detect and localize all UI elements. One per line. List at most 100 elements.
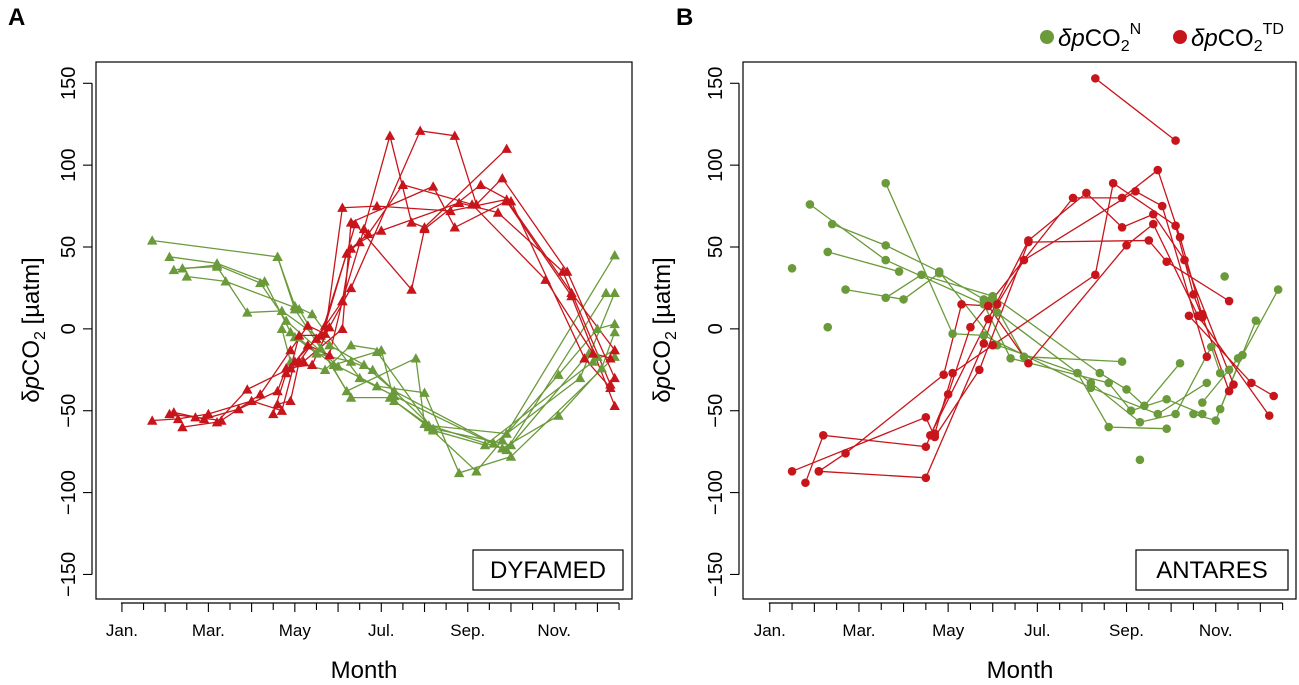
data-point-thermodynamic — [921, 412, 931, 422]
data-point-natural — [505, 439, 517, 450]
series-line-natural — [182, 265, 616, 445]
data-point-thermodynamic — [1148, 209, 1158, 219]
data-point-thermodynamic — [1175, 232, 1185, 242]
legend-td-prefix: δ — [1191, 25, 1205, 52]
data-point-thermodynamic — [1117, 193, 1127, 203]
data-point-thermodynamic — [814, 466, 824, 476]
data-point-natural — [371, 380, 383, 391]
data-point-thermodynamic — [211, 416, 223, 427]
data-point-natural — [1135, 455, 1145, 465]
data-point-natural — [881, 255, 891, 265]
y-tick-label-b: 0 — [705, 323, 727, 334]
axes-a: Jan. Mar. May Jul. Sep. Nov. −150 −100 −50 0 50 100… — [58, 67, 620, 640]
legend-natural-base: CO — [1085, 25, 1121, 52]
data-point-natural — [168, 264, 180, 275]
data-point-natural — [574, 372, 586, 383]
data-point-natural — [1171, 409, 1180, 419]
x-tick-label-b: May — [932, 621, 965, 640]
legend-td-sup: TD — [1263, 21, 1284, 38]
data-point-thermodynamic — [449, 130, 460, 140]
data-point-thermodynamic — [475, 179, 486, 189]
data-point-thermodynamic — [242, 384, 253, 394]
legend-marker-natural — [1040, 30, 1054, 44]
data-point-thermodynamic — [1108, 178, 1118, 188]
x-tick-label-b: Jan. — [754, 621, 786, 640]
data-point-thermodynamic — [557, 266, 569, 276]
data-point-natural — [553, 369, 564, 379]
data-point-thermodynamic — [293, 330, 305, 340]
data-point-natural — [410, 353, 422, 363]
data-point-thermodynamic — [939, 370, 948, 380]
y-tick-label-b: 50 — [705, 236, 727, 258]
data-point-natural — [1122, 385, 1131, 394]
data-point-thermodynamic — [818, 430, 828, 440]
data-point-thermodynamic — [1091, 270, 1100, 280]
data-point-natural — [1019, 352, 1029, 361]
data-point-thermodynamic — [605, 353, 616, 363]
data-point-natural — [255, 277, 266, 288]
data-point-thermodynamic — [492, 207, 504, 217]
legend-natural-italic: p — [1070, 25, 1084, 52]
data-point-natural — [367, 364, 378, 374]
data-point-thermodynamic — [1247, 378, 1256, 388]
data-point-thermodynamic — [501, 143, 512, 153]
data-point-thermodynamic — [268, 408, 279, 419]
data-point-thermodynamic — [983, 301, 993, 311]
data-point-natural — [177, 263, 188, 273]
series-line-thermodynamic — [934, 182, 1203, 434]
data-point-natural — [471, 466, 482, 476]
data-point-thermodynamic — [324, 349, 335, 360]
series-line-thermodynamic — [818, 190, 1208, 479]
legend-td-italic: p — [1203, 25, 1217, 52]
data-point-thermodynamic — [1180, 255, 1189, 265]
data-point-natural — [894, 267, 904, 276]
plot-frame-b — [742, 61, 1297, 600]
data-point-natural — [1104, 422, 1113, 432]
data-point-natural — [306, 308, 318, 319]
data-point-natural — [311, 348, 322, 358]
data-point-natural — [1202, 378, 1212, 388]
legend-label-natural: δpCO2N — [1058, 21, 1141, 55]
data-point-thermodynamic — [1122, 241, 1131, 250]
data-point-natural — [319, 364, 331, 374]
data-point-thermodynamic — [302, 340, 314, 350]
data-point-thermodynamic — [276, 405, 288, 415]
data-point-natural — [979, 331, 989, 340]
data-point-thermodynamic — [966, 322, 975, 332]
data-point-natural — [1215, 368, 1225, 378]
data-point-thermodynamic — [466, 199, 478, 209]
series-line-natural — [809, 203, 1203, 415]
data-point-thermodynamic — [1171, 221, 1180, 231]
data-point-thermodynamic — [1264, 411, 1274, 420]
y-tick-label-a: −150 — [58, 552, 80, 597]
data-point-thermodynamic — [930, 429, 940, 438]
series-line-thermodynamic — [152, 133, 508, 422]
data-point-thermodynamic — [384, 130, 396, 140]
data-point-natural — [358, 359, 370, 370]
legend-natural-sup: N — [1130, 21, 1142, 38]
data-point-natural — [587, 356, 599, 366]
axes-b: Jan. Mar. May Jul. Sep. Nov. −150 −100 −50 0 50 100… — [705, 67, 1284, 640]
data-point-thermodynamic — [255, 389, 266, 399]
data-point-thermodynamic — [566, 290, 577, 301]
data-point-natural — [315, 343, 326, 353]
data-point-thermodynamic — [587, 348, 599, 358]
data-point-natural — [272, 251, 283, 261]
data-point-thermodynamic — [1198, 309, 1207, 319]
series-line-natural — [169, 256, 616, 446]
y-tick-label-a: −100 — [58, 470, 80, 515]
data-point-thermodynamic — [358, 223, 370, 234]
data-point-thermodynamic — [957, 300, 966, 309]
y-tick-label-a: 0 — [58, 323, 80, 334]
data-point-thermodynamic — [1229, 380, 1238, 389]
station-box-a — [472, 549, 624, 591]
data-point-natural — [1198, 398, 1207, 407]
data-point-thermodynamic — [168, 407, 180, 417]
data-point-thermodynamic — [1068, 193, 1078, 203]
panel-label-a: A — [8, 4, 25, 31]
data-point-natural — [280, 315, 292, 325]
data-point-natural — [1073, 368, 1082, 378]
data-point-thermodynamic — [341, 248, 352, 258]
data-point-thermodynamic — [1082, 188, 1091, 198]
